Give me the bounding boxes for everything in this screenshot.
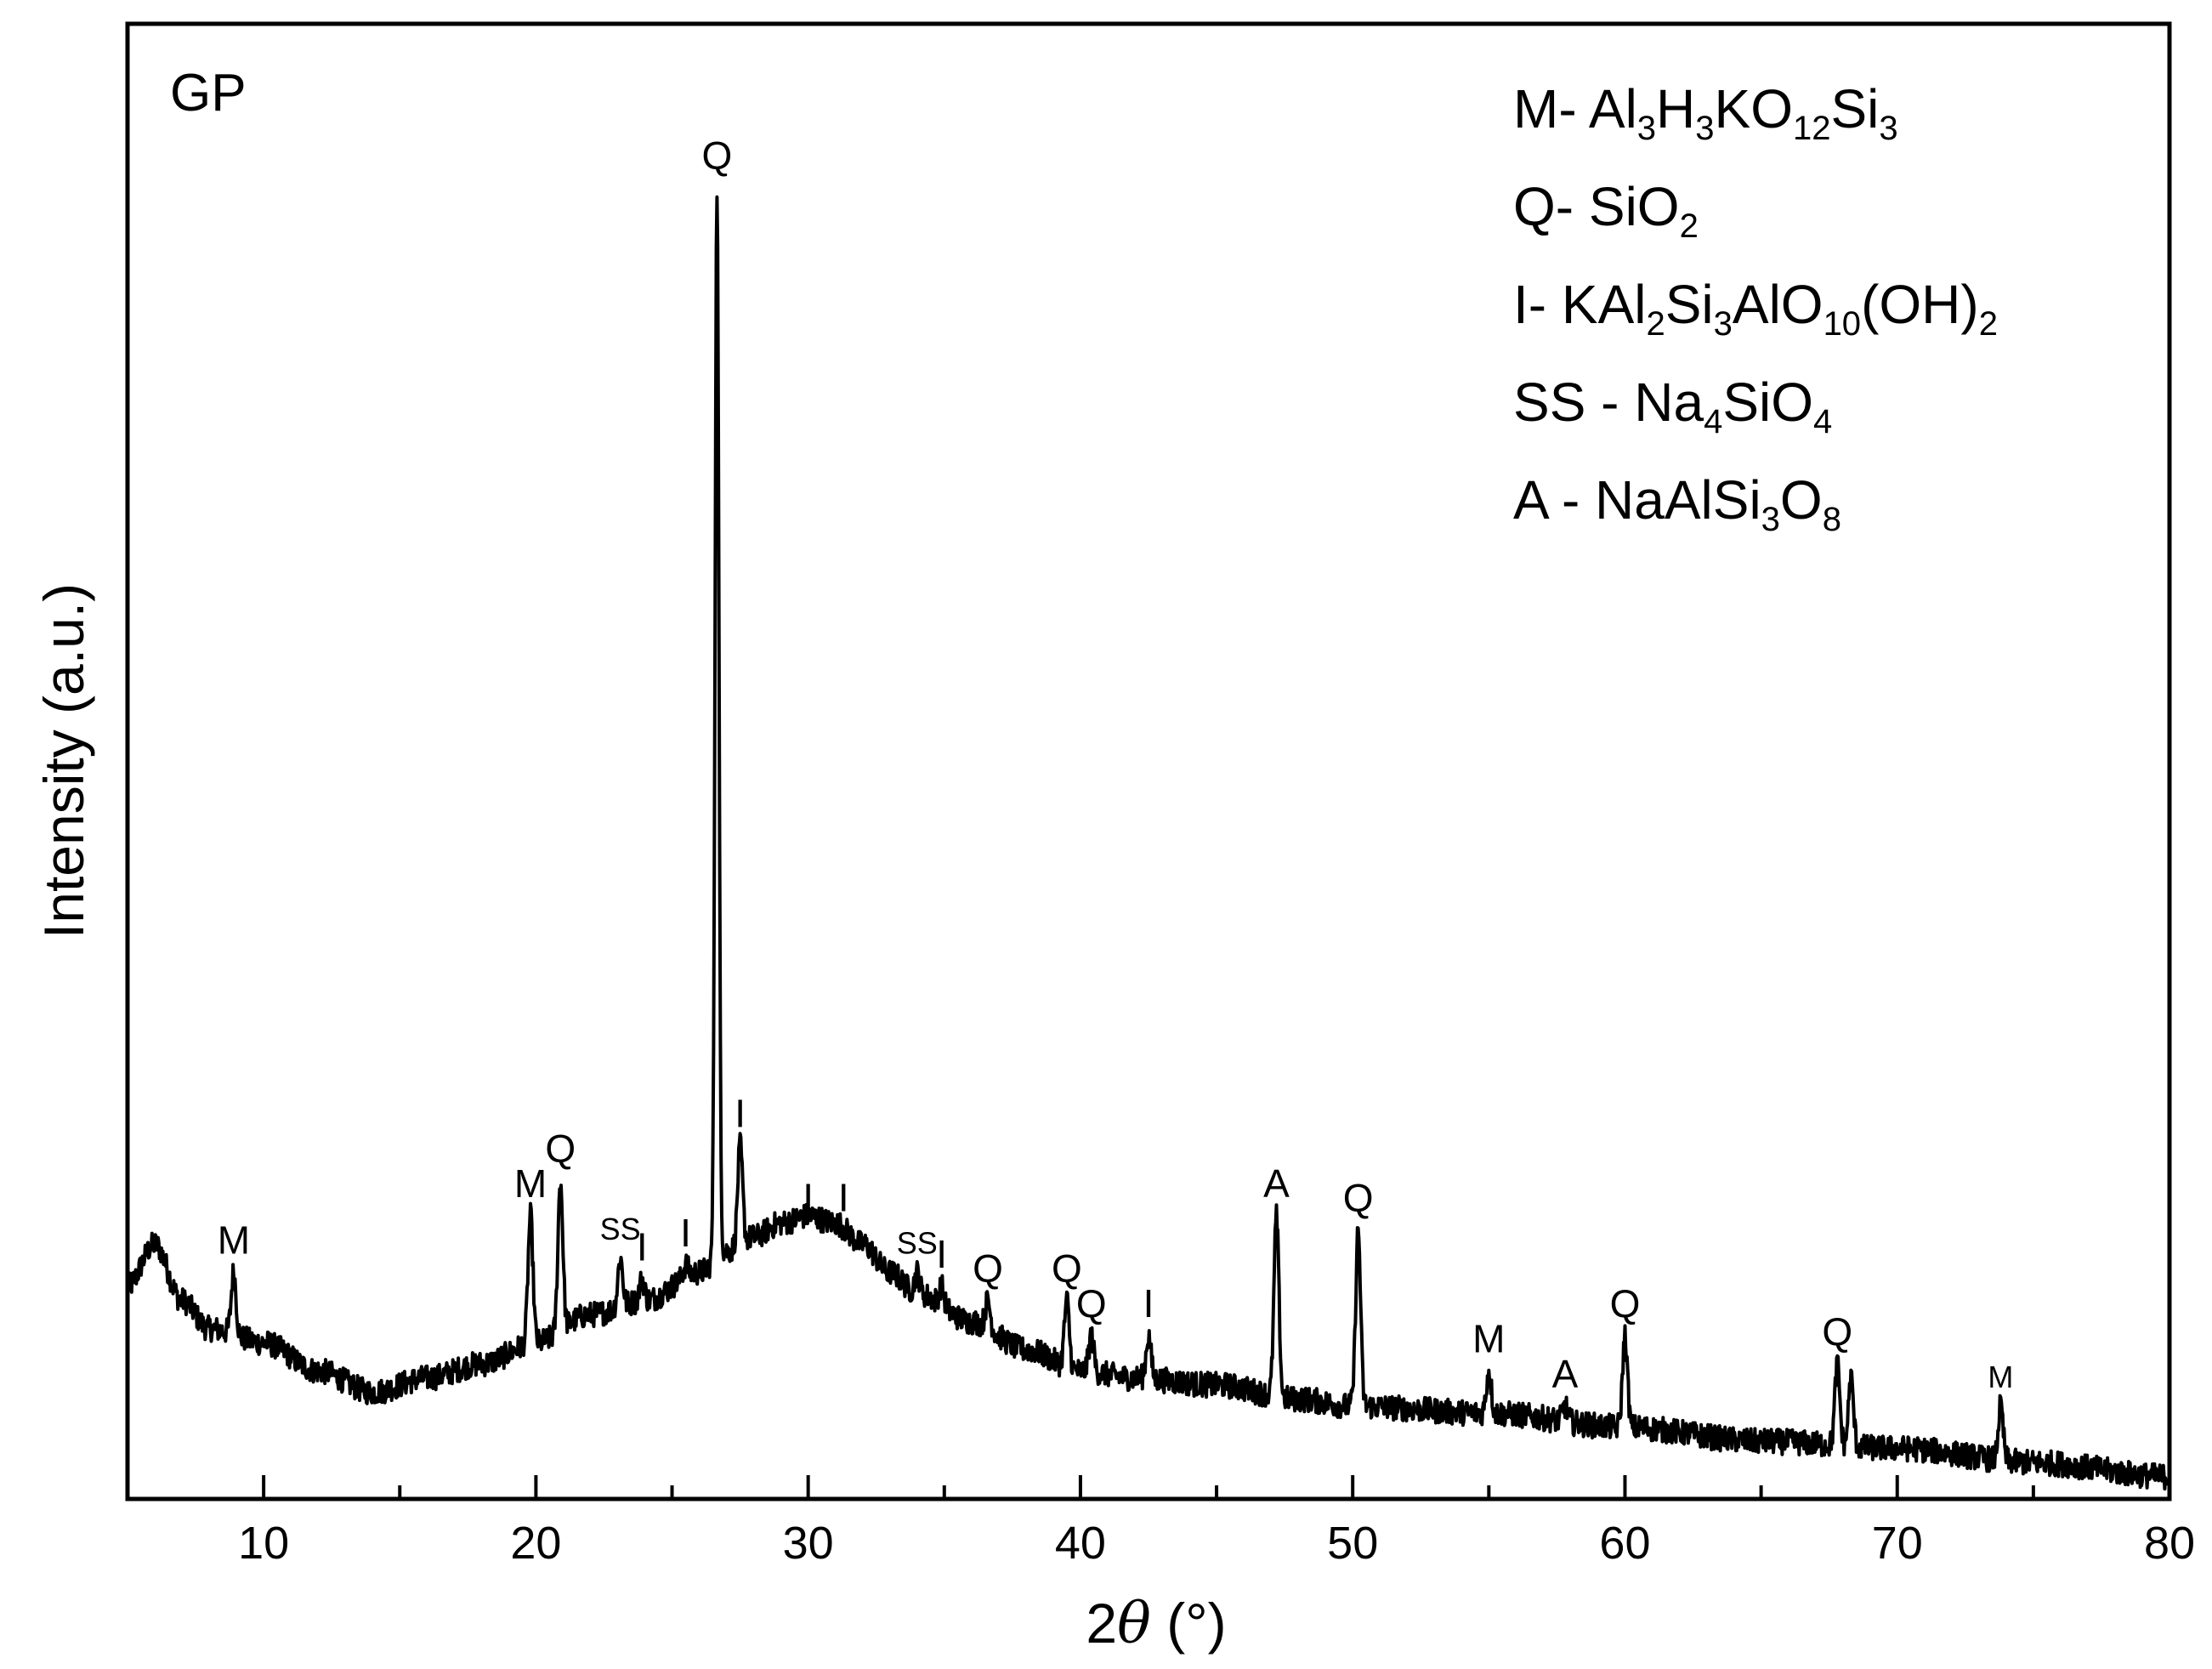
peak-label-20: Q [1610,1281,1641,1326]
peak-label-13: Q [1052,1246,1082,1291]
legend-formula-part: O [1780,469,1823,531]
x-tick-label-80: 80 [2144,1518,2195,1569]
x-tick-label-70: 70 [1872,1518,1923,1569]
legend-subscript: 2 [1680,207,1699,245]
peak-label-21: Q [1822,1309,1852,1354]
legend-subscript: 2 [1979,305,1998,343]
legend-formula-part: Na [1634,372,1704,433]
legend-subscript: 3 [1637,110,1656,147]
peak-label-18: M [1472,1316,1505,1360]
peak-label-3: SS [600,1212,641,1246]
x-tick-label-50: 50 [1327,1518,1378,1569]
legend-formula-part: H [1656,78,1695,139]
x-axis-title-unit: (°) [1151,1592,1227,1655]
legend-formula-part: SiO [1722,372,1813,433]
peak-label-16: A [1263,1161,1290,1206]
legend-entry-2: I- KAl2​Si3​AlO10​(OH)2​ [1513,274,1998,343]
x-axis-title-number: 2 [1086,1592,1117,1655]
x-axis-tick-labels: 10 20 30 40 50 60 70 80 [238,1518,2195,1569]
x-axis-ticks [126,1475,2171,1499]
legend-formula-part: KO [1715,78,1793,139]
peak-label-11: I [936,1232,947,1276]
x-axis-title-theta: θ [1117,1591,1151,1656]
xrd-pattern-line [126,195,2171,1491]
x-axis-title: 2θ (°) [1086,1591,1226,1656]
x-tick-label-20: 20 [510,1518,561,1569]
peak-label-8: I [803,1176,814,1220]
legend-entry-1: Q- SiO2​ [1513,176,1699,245]
plot-frame [125,21,2172,1502]
legend-entry-3: SS - Na4​SiO4​ [1513,372,1832,440]
peak-label-23: M [1988,1360,2013,1394]
legend-formula-part: KAl [1562,274,1647,335]
peak-label-4: I [637,1225,648,1269]
peak-label-15: I [1143,1281,1154,1326]
legend-subscript: 4 [1704,403,1722,440]
legend-subscript: 3 [1761,501,1780,538]
legend-prefix: SS - [1513,372,1634,433]
legend-subscript: 10 [1823,305,1862,343]
legend-formula-part: (OH) [1861,274,1979,335]
peak-label-12: Q [973,1246,1003,1291]
peak-label-17: Q [1343,1176,1374,1220]
peak-label-7: I [734,1091,746,1135]
legend-entry-4: A - NaAlSi3​O8​ [1513,469,1841,538]
y-axis-title: Intensity (a.u.) [32,583,95,939]
peak-label-10: SS [897,1225,938,1260]
legend-prefix: A - [1513,469,1595,531]
legend-formula-part: Si [1665,274,1714,335]
legend-entry-0: M- Al3​H3​KO12​Si3​ [1513,78,1898,147]
peak-label-14: Q [1076,1281,1107,1326]
x-tick-label-60: 60 [1599,1518,1650,1569]
legend-prefix: M- [1513,78,1589,139]
legend: M- Al3​H3​KO12​Si3​ Q- SiO2​ I- KAl2​Si3​A… [1513,78,1998,538]
peak-label-5: I [680,1211,691,1255]
x-tick-label-10: 10 [238,1518,289,1569]
peak-label-19: A [1552,1352,1579,1396]
legend-formula-part: Al [1589,78,1637,139]
peak-label-0: M [218,1218,250,1262]
peak-label-9: I [838,1176,849,1220]
peak-label-6: Q [701,133,732,178]
legend-subscript: 2 [1646,305,1665,343]
legend-prefix: I- [1513,274,1562,335]
legend-formula-part: SiO [1589,176,1680,237]
x-tick-label-40: 40 [1055,1518,1106,1569]
legend-subscript: 3 [1879,110,1897,147]
peak-label-2: Q [545,1127,576,1171]
legend-formula-part: Si [1830,78,1879,139]
legend-subscript: 3 [1695,110,1714,147]
legend-subscript: 3 [1714,305,1733,343]
peak-label-1: M [514,1161,547,1206]
legend-subscript: 4 [1813,403,1832,440]
x-tick-label-30: 30 [783,1518,834,1569]
legend-formula-part: NaAlSi [1595,469,1761,531]
legend-subscript: 8 [1823,501,1841,538]
legend-formula-part: AlO [1733,274,1823,335]
legend-prefix: Q- [1513,176,1589,237]
legend-subscript: 12 [1793,110,1831,147]
panel-label: GP [170,64,247,122]
